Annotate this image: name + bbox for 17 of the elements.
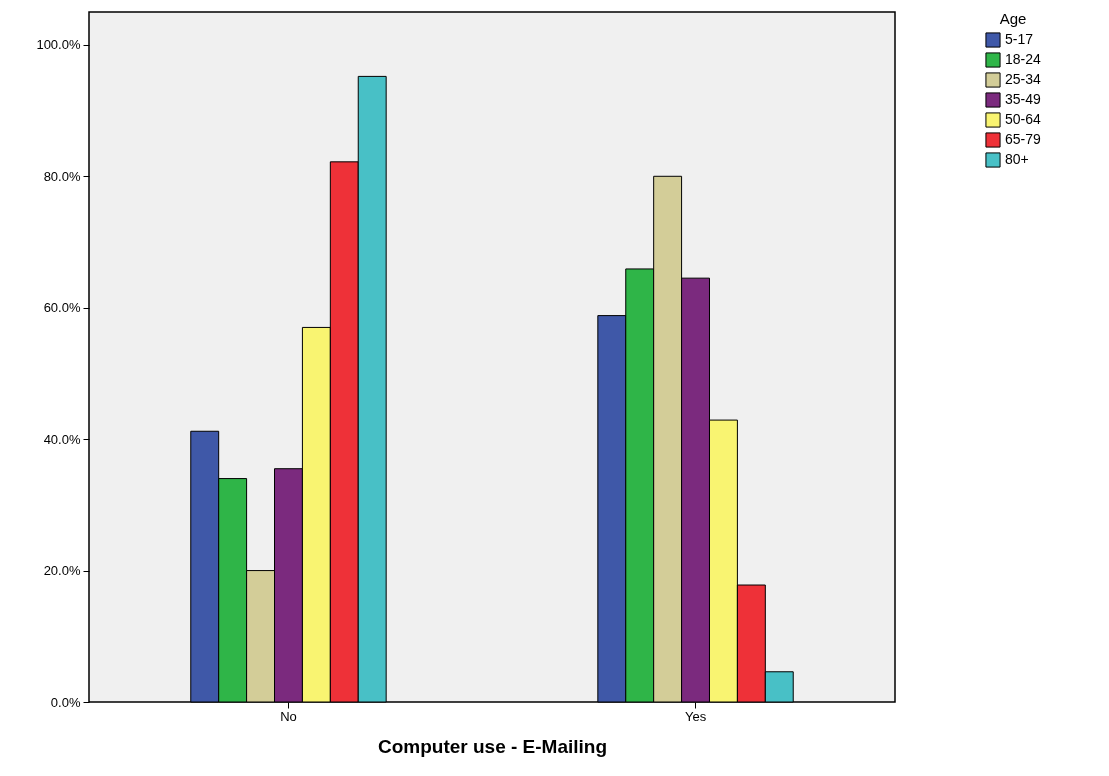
legend-label: 65-79	[1005, 131, 1042, 147]
y-tick-label: 80.0%	[43, 168, 81, 184]
x-tick-label: Yes	[684, 708, 707, 724]
y-tick-label: 20.0%	[43, 563, 81, 579]
y-tick-label: 100.0%	[36, 37, 81, 53]
x-tick-label: No	[280, 708, 297, 724]
legend-label: 25-34	[1005, 71, 1042, 87]
y-tick-label: 60.0%	[43, 300, 81, 316]
legend-title: Age	[999, 10, 1027, 27]
y-tick-label: 40.0%	[43, 431, 81, 447]
legend-label: 80+	[1005, 151, 1029, 167]
legend-label: 18-24	[1005, 51, 1042, 67]
legend-label: 35-49	[1005, 91, 1042, 107]
y-tick-label: 0.0%	[50, 694, 81, 710]
x-axis-title: Computer use - E-Mailing	[377, 735, 608, 757]
legend-label: 5-17	[1005, 31, 1034, 47]
legend-label: 50-64	[1005, 111, 1042, 127]
